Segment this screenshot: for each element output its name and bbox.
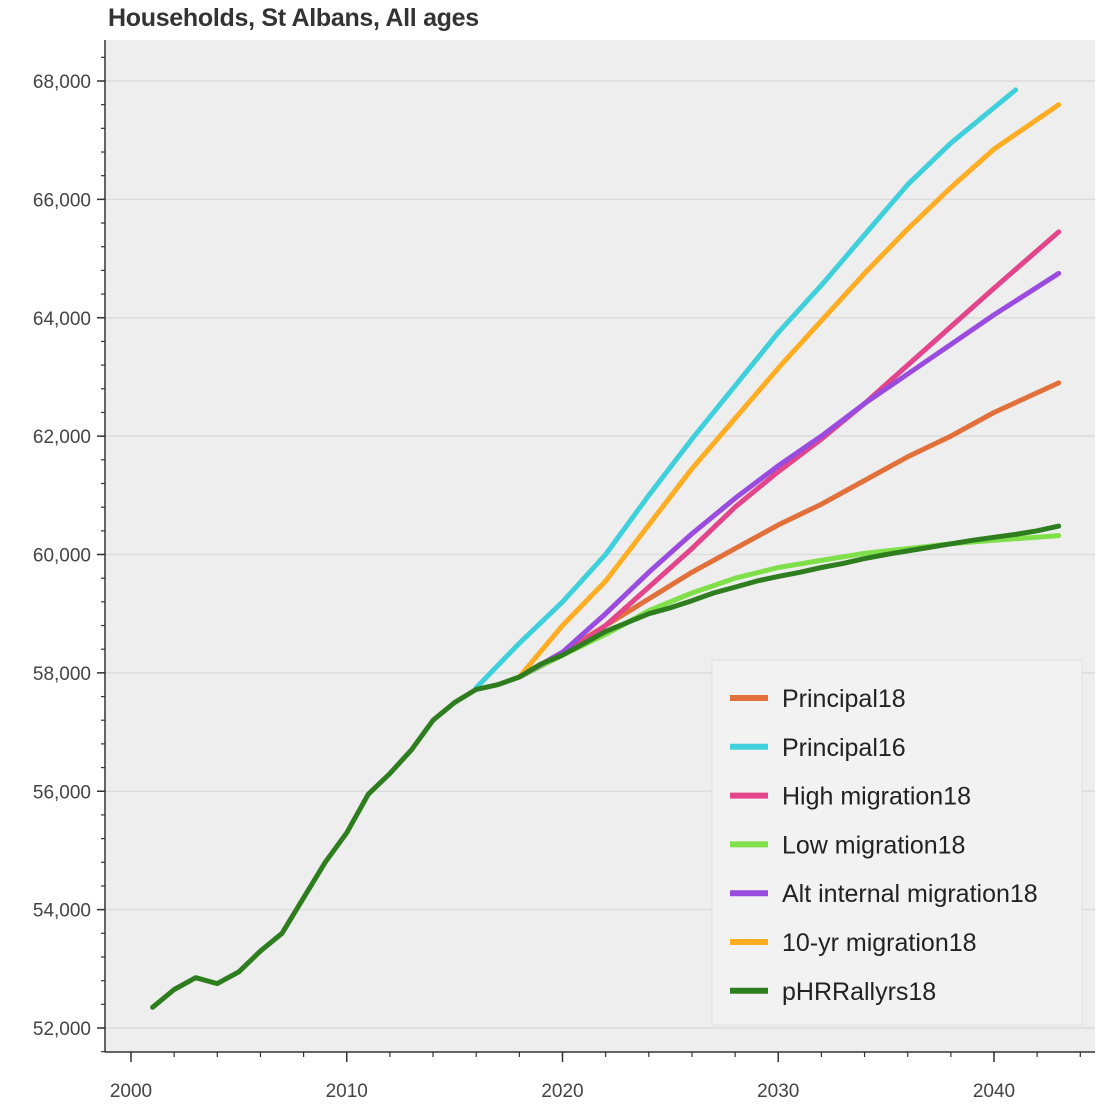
legend-label-principal16: Principal16 bbox=[782, 734, 906, 762]
y-tick-label: 60,000 bbox=[33, 546, 91, 567]
series-line-phrrallyrs18 bbox=[150, 523, 1062, 1010]
y-tick-label: 56,000 bbox=[33, 782, 91, 803]
series-line-10-yr-migration18 bbox=[516, 102, 1062, 680]
legend-label-10-yr-migration18: 10-yr migration18 bbox=[782, 929, 977, 957]
axes: 52,000 54,000 56,000 58,000 60,000 62,000 64,0… bbox=[33, 40, 1095, 1102]
x-tick-label: 2000 bbox=[110, 1081, 152, 1102]
series-line-principal16 bbox=[473, 87, 1019, 691]
chart-title: Households, St Albans, All ages bbox=[108, 4, 479, 32]
x-tick-label: 2020 bbox=[541, 1081, 583, 1102]
y-tick-label: 54,000 bbox=[33, 901, 91, 922]
x-tick-label: 2030 bbox=[757, 1081, 799, 1102]
series-line-alt-internal-migration18 bbox=[516, 270, 1062, 680]
y-tick-label: 52,000 bbox=[33, 1019, 91, 1040]
y-tick-label: 68,000 bbox=[33, 72, 91, 93]
legend-label-low-migration18: Low migration18 bbox=[782, 831, 965, 859]
x-tick-label: 2040 bbox=[973, 1081, 1015, 1102]
legend-label-high-migration18: High migration18 bbox=[782, 783, 971, 811]
legend-label-phrrallyrs18: pHRRallyrs18 bbox=[782, 978, 936, 1006]
series-lines bbox=[150, 87, 1062, 1010]
legend-label-alt-internal-migration18: Alt internal migration18 bbox=[782, 880, 1038, 908]
legend-box bbox=[711, 659, 1083, 1026]
series-line-high-migration18 bbox=[516, 229, 1062, 680]
x-tick-label: 2010 bbox=[326, 1081, 368, 1102]
y-tick-label: 66,000 bbox=[33, 190, 91, 211]
legend: Principal18 Principal16 High migration18 Lo… bbox=[711, 659, 1083, 1026]
y-tick-label: 58,000 bbox=[33, 664, 91, 685]
y-tick-label: 64,000 bbox=[33, 309, 91, 330]
y-tick-label: 62,000 bbox=[33, 427, 91, 448]
legend-label-principal18: Principal18 bbox=[782, 685, 906, 713]
